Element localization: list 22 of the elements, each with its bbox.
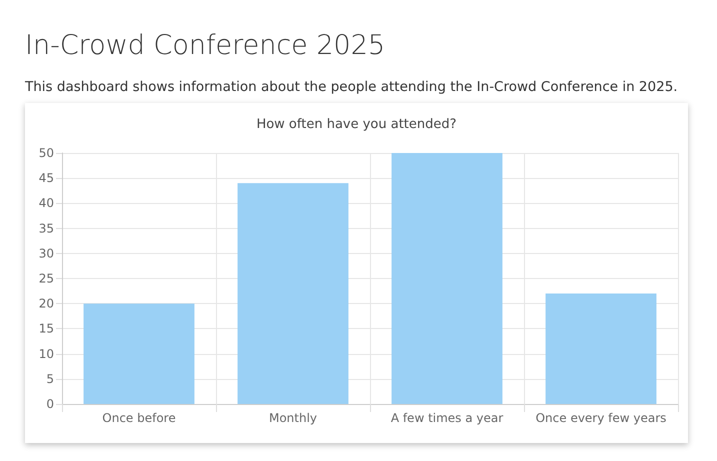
y-tick-label: 15 [38,322,54,336]
y-tick-label: 20 [38,296,54,311]
bar [238,183,348,404]
x-tick-label: Once every few years [536,411,666,425]
x-tick-label: A few times a year [390,411,504,425]
chart-title: In-Crowd Conference 2025 [25,30,386,61]
x-tick-label: Monthly [268,411,318,425]
y-tick-label: 50 [38,146,54,160]
y-tick-label: 45 [38,171,54,186]
bar [546,294,656,404]
y-tick-label: 5 [46,372,54,386]
y-tick-label: 30 [38,246,54,260]
y-tick-label: 40 [38,196,54,210]
x-tick-label: Once before [102,411,176,425]
y-tick-label: 10 [38,346,54,361]
y-tick-label: 35 [38,221,54,236]
text: How often have you attended? [255,117,458,132]
bar [84,304,194,404]
y-tick-label: 0 [46,397,54,411]
y-tick-label: 25 [38,272,54,286]
chart-subtitle: This dashboard shows information about the people attending the In-Crowd Conference in 2025. [25,79,678,95]
bar [392,153,502,404]
